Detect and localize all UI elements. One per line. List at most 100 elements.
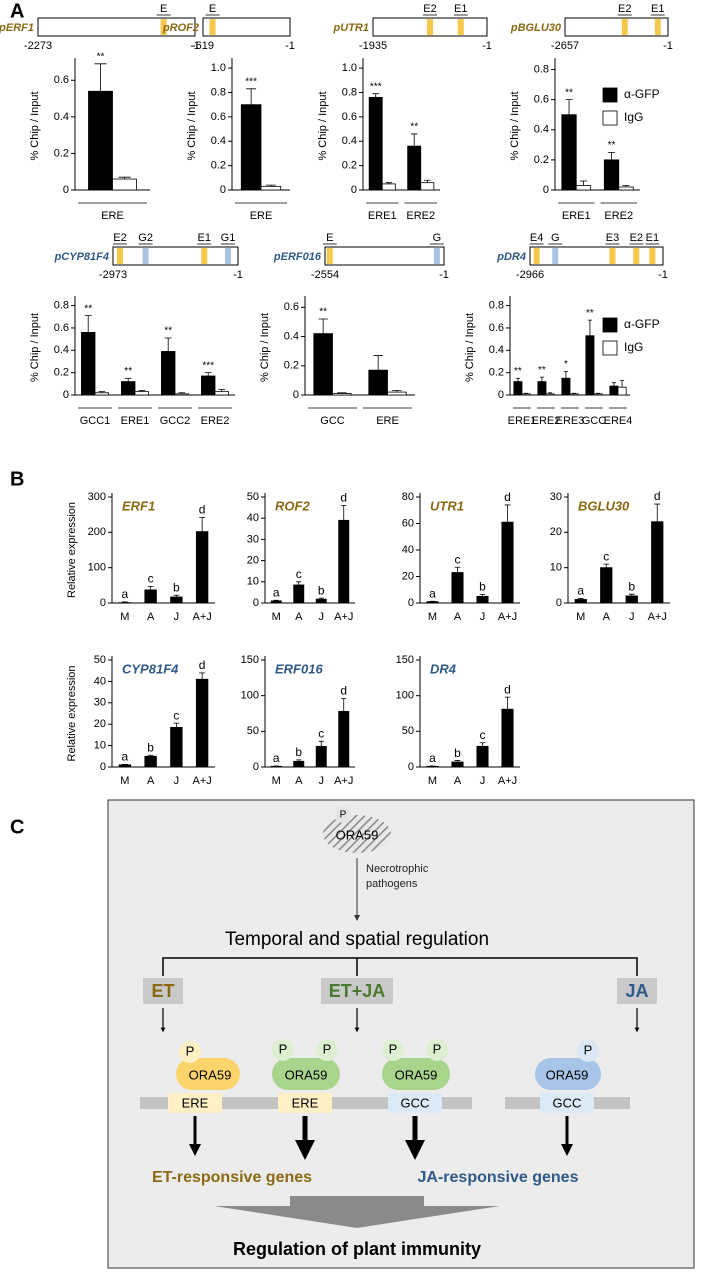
promoter-end: -1 [190, 40, 200, 52]
y-tick-label: 200 [88, 526, 106, 538]
y-axis-label: % Chip / Input [464, 313, 476, 382]
phospho-label: P [186, 1043, 195, 1058]
x-tick-label: ERE1 [368, 210, 397, 222]
y-tick-label: 0.4 [54, 111, 69, 123]
bar [451, 761, 464, 768]
element-label: E [326, 232, 333, 244]
y-tick-label: 0.6 [54, 74, 69, 86]
bar [332, 393, 352, 396]
panel-label: C [10, 816, 24, 838]
x-tick-label: A+J [334, 611, 353, 623]
y-tick-label: 0.6 [534, 94, 549, 106]
bar [170, 596, 183, 604]
y-tick-label: 300 [88, 491, 106, 503]
y-tick-label: 0 [253, 597, 259, 609]
phospho-circle [179, 1041, 201, 1063]
phospho-label: P [389, 1041, 398, 1056]
y-tick-label: 0.4 [211, 135, 226, 147]
protein-blob [176, 1058, 240, 1090]
significance-label: b [147, 740, 154, 754]
y-tick-label: 0 [63, 389, 69, 401]
y-tick-label: 20 [550, 526, 562, 538]
error-bar [628, 593, 635, 596]
chart-title: DR4 [430, 661, 457, 676]
promoter-element [533, 248, 540, 264]
error-bar [596, 392, 601, 394]
bar [513, 381, 523, 396]
y-tick-label: 0 [556, 597, 562, 609]
error-bar [121, 601, 128, 603]
y-tick-label: 0.8 [342, 86, 357, 98]
significance-label: d [340, 491, 347, 505]
error-bar [587, 319, 592, 336]
bar [600, 567, 613, 604]
y-tick-label: 0.4 [342, 135, 357, 147]
x-tick-label: GCC [320, 415, 345, 427]
promoter-element [224, 248, 231, 264]
output-label: ET-responsive genes [152, 1169, 312, 1186]
bar [476, 595, 489, 604]
chart-title: UTR1 [430, 498, 464, 513]
bar [144, 755, 157, 768]
legend-label: IgG [624, 340, 643, 354]
promoter-start: -2657 [551, 40, 579, 52]
error-bar [341, 698, 347, 712]
regulation-label: Temporal and spatial regulation [225, 929, 489, 950]
error-bar [173, 594, 180, 597]
bar [625, 595, 638, 604]
promoter-element [552, 248, 559, 264]
error-bar [246, 88, 257, 105]
bar [617, 386, 627, 396]
error-bar [341, 505, 347, 521]
element-label: E1 [198, 232, 211, 244]
error-bar [98, 391, 106, 393]
element-label: E4 [530, 232, 543, 244]
bar [315, 598, 327, 604]
promoter-element [160, 19, 167, 35]
y-tick-label: 20 [402, 570, 414, 582]
significance-label: d [199, 658, 206, 672]
legend-label: α-GFP [624, 317, 660, 331]
y-tick-label: 100 [241, 690, 259, 702]
significance-label: ** [586, 308, 594, 319]
error-bar [138, 390, 146, 392]
y-tick-label: 0 [498, 389, 504, 401]
promoter-element [457, 19, 464, 35]
promoter-element [116, 248, 123, 264]
x-tick-label: A+J [498, 775, 517, 787]
x-tick-label: ERE [101, 210, 124, 222]
error-bar [124, 377, 132, 382]
error-bar [178, 392, 186, 394]
y-tick-label: 0 [408, 597, 414, 609]
y-tick-label: 10 [94, 740, 106, 752]
final-label: Regulation of plant immunity [233, 1239, 481, 1259]
x-tick-label: J [319, 611, 325, 623]
signal-label: ET [151, 981, 174, 1001]
bar [575, 185, 592, 191]
x-tick-label: A [603, 611, 611, 623]
error-bar [265, 184, 276, 187]
promoter-name: pERF016 [273, 251, 322, 263]
y-tick-label: 0.2 [342, 160, 357, 172]
bar [593, 393, 603, 396]
y-tick-label: 0.2 [211, 160, 226, 172]
error-bar [385, 182, 393, 184]
y-tick-label: 0.8 [534, 63, 549, 75]
y-tick-label: 0.2 [489, 367, 504, 379]
bar [651, 521, 664, 604]
y-tick-label: 40 [247, 512, 259, 524]
bar [561, 377, 571, 396]
significance-label: * [564, 359, 568, 370]
error-bar [622, 185, 630, 187]
bar [368, 96, 383, 191]
significance-label: b [173, 580, 180, 594]
y-axis-label: % Chip / Input [29, 313, 41, 382]
error-bar [372, 93, 379, 98]
y-tick-label: 0 [220, 184, 226, 196]
error-bar [318, 318, 328, 334]
x-tick-label: J [174, 611, 180, 623]
bar [88, 90, 113, 191]
error-bar [620, 380, 625, 388]
x-tick-label: ERE2 [532, 415, 561, 427]
x-tick-label: M [272, 775, 281, 787]
